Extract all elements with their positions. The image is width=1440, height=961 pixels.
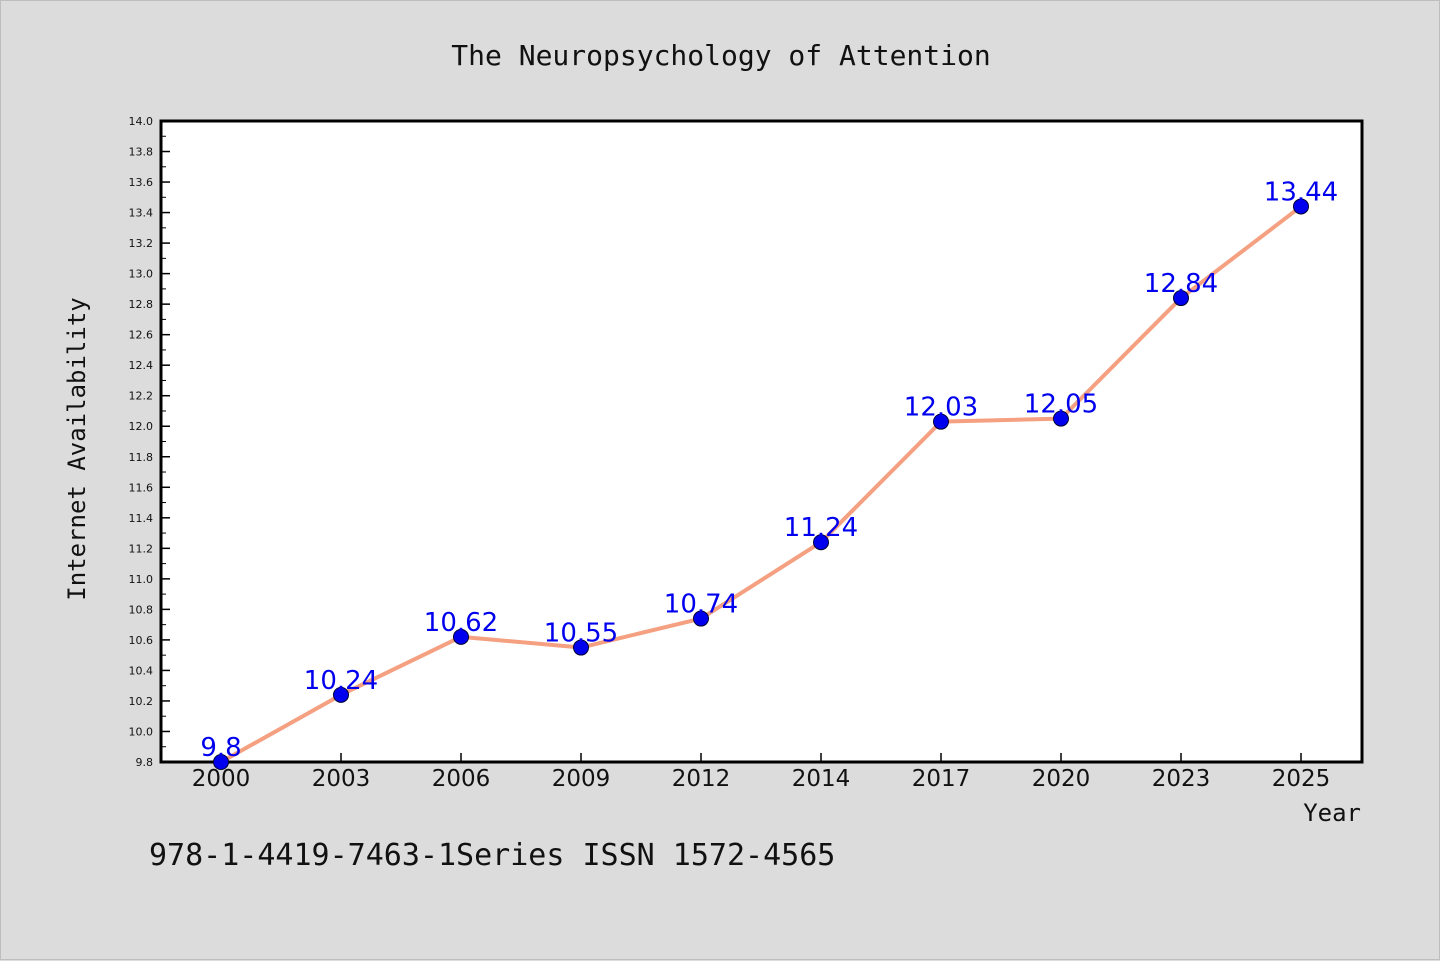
data-point [693, 610, 709, 627]
y-tick-label: 12.8 [129, 298, 154, 311]
x-axis: 2000 2003 2006 2009 2012 2014 2017 2020 2023 2025 [192, 753, 1331, 792]
data-label: 10.62 [424, 608, 498, 638]
y-tick-label: 11.2 [129, 542, 154, 555]
data-point [573, 639, 589, 656]
x-tick-label: 2009 [552, 766, 611, 792]
y-axis-title: Internet Availability [63, 297, 91, 600]
data-point [333, 686, 349, 703]
y-tick-label: 12.4 [129, 359, 154, 372]
y-tick-label: 12.6 [129, 329, 154, 342]
data-label: 12.03 [904, 393, 978, 423]
footer-isbn-text: 978-1-4419-7463-1Series ISSN 1572-4565 [149, 838, 835, 873]
chart-title: The Neuropsychology of Attention [451, 39, 990, 72]
data-point [453, 628, 469, 645]
data-point [813, 534, 829, 551]
y-tick-label: 12.0 [129, 420, 154, 433]
y-tick-label: 9.8 [136, 756, 154, 769]
y-tick-label: 10.0 [129, 725, 154, 738]
x-tick-label: 2006 [432, 766, 491, 792]
x-axis-title: Year [1303, 799, 1361, 827]
y-tick-label: 10.2 [129, 695, 154, 708]
data-label: 10.55 [544, 619, 618, 649]
y-tick-label: 12.2 [129, 390, 154, 403]
y-tick-label: 13.0 [129, 268, 154, 281]
data-point [213, 754, 229, 770]
series-line [220, 204, 1303, 764]
series-markers [213, 198, 1309, 770]
y-tick-label: 13.2 [129, 237, 154, 250]
y-tick-label: 11.6 [129, 481, 154, 494]
y-tick-label: 10.8 [129, 603, 154, 616]
plot-area [159, 119, 1364, 764]
data-label: 12.84 [1144, 269, 1218, 299]
y-tick-label: 13.8 [129, 146, 154, 159]
data-label: 11.24 [784, 513, 858, 543]
y-tick-label: 14.0 [129, 115, 154, 128]
x-tick-label: 2000 [192, 766, 251, 792]
x-tick-label: 2020 [1032, 766, 1091, 792]
data-labels: 9.8 10.24 10.62 10.55 10.74 11.24 12.03 12.05 12… [200, 177, 1338, 763]
data-label: 9.8 [200, 733, 241, 763]
y-tick-label: 11.8 [129, 451, 154, 464]
data-point [1053, 410, 1069, 427]
y-axis: 9.8 10.0 10.2 10.4 10.6 10.8 11.0 11.2 11.4 11.6 1… [129, 115, 170, 769]
y-tick-label: 11.4 [129, 512, 154, 525]
y-tick-label: 13.4 [129, 207, 154, 220]
y-tick-label: 13.6 [129, 176, 154, 189]
data-label: 12.05 [1024, 390, 1098, 420]
x-tick-label: 2012 [672, 766, 731, 792]
x-tick-label: 2003 [312, 766, 371, 792]
data-point [933, 413, 949, 430]
x-tick-label: 2014 [792, 766, 851, 792]
x-tick-label: 2023 [1152, 766, 1211, 792]
data-label: 13.44 [1264, 177, 1338, 207]
x-tick-label: 2017 [912, 766, 971, 792]
data-point [1293, 198, 1309, 215]
data-label: 10.24 [304, 666, 378, 696]
data-point [1173, 290, 1189, 307]
y-tick-label: 11.0 [129, 573, 154, 586]
y-tick-label: 10.6 [129, 634, 154, 647]
y-tick-label: 10.4 [129, 664, 154, 677]
x-tick-label: 2025 [1272, 766, 1331, 792]
data-label: 10.74 [664, 590, 738, 620]
